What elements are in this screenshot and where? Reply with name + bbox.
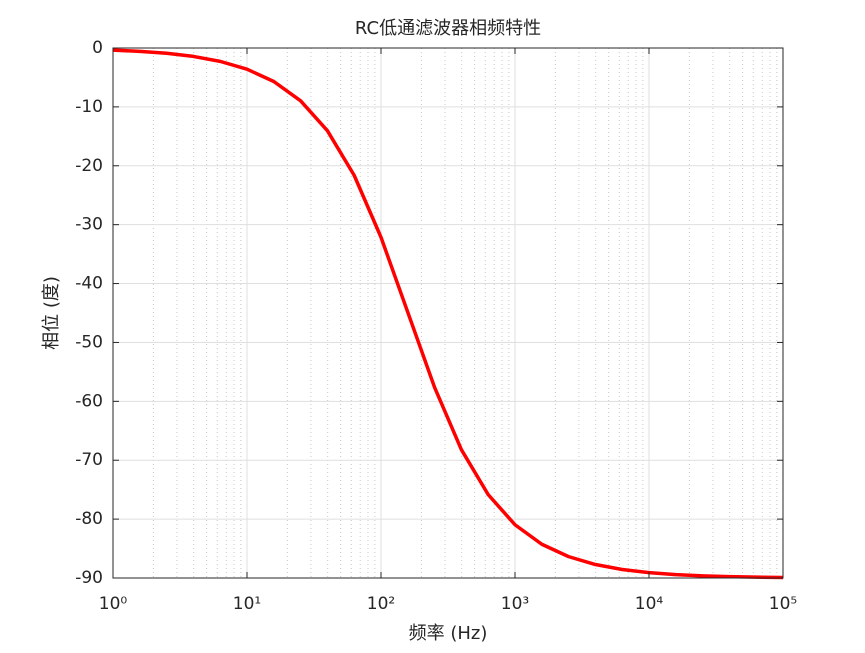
y-tick-label: -30 (75, 215, 103, 235)
y-tick-label: -50 (75, 332, 103, 352)
x-tick-label: 10⁴ (635, 594, 664, 614)
x-tick-label: 10⁵ (769, 594, 797, 614)
y-tick-label: -10 (75, 97, 103, 117)
x-tick-label: 10³ (501, 594, 529, 614)
x-tick-label: 10² (367, 594, 395, 614)
axes-box (112, 47, 784, 579)
y-axis-label: 相位 (度) (41, 276, 62, 350)
y-tick-label: -70 (75, 450, 103, 470)
y-tick-label: -90 (75, 568, 103, 588)
y-tick-label: -60 (75, 391, 103, 411)
y-tick-label: 0 (92, 38, 103, 58)
y-tick-label: -80 (75, 509, 103, 529)
y-tick-label: -20 (75, 156, 103, 176)
x-axis-label: 频率 (Hz) (409, 623, 488, 644)
grid (112, 47, 784, 579)
plot-area (112, 48, 784, 580)
chart-title: RC低通滤波器相频特性 (355, 18, 541, 39)
x-tick-label: 10⁰ (99, 594, 128, 614)
x-tick-label: 10¹ (233, 594, 261, 614)
phase-line (112, 48, 784, 580)
y-tick-label: -40 (75, 274, 103, 294)
